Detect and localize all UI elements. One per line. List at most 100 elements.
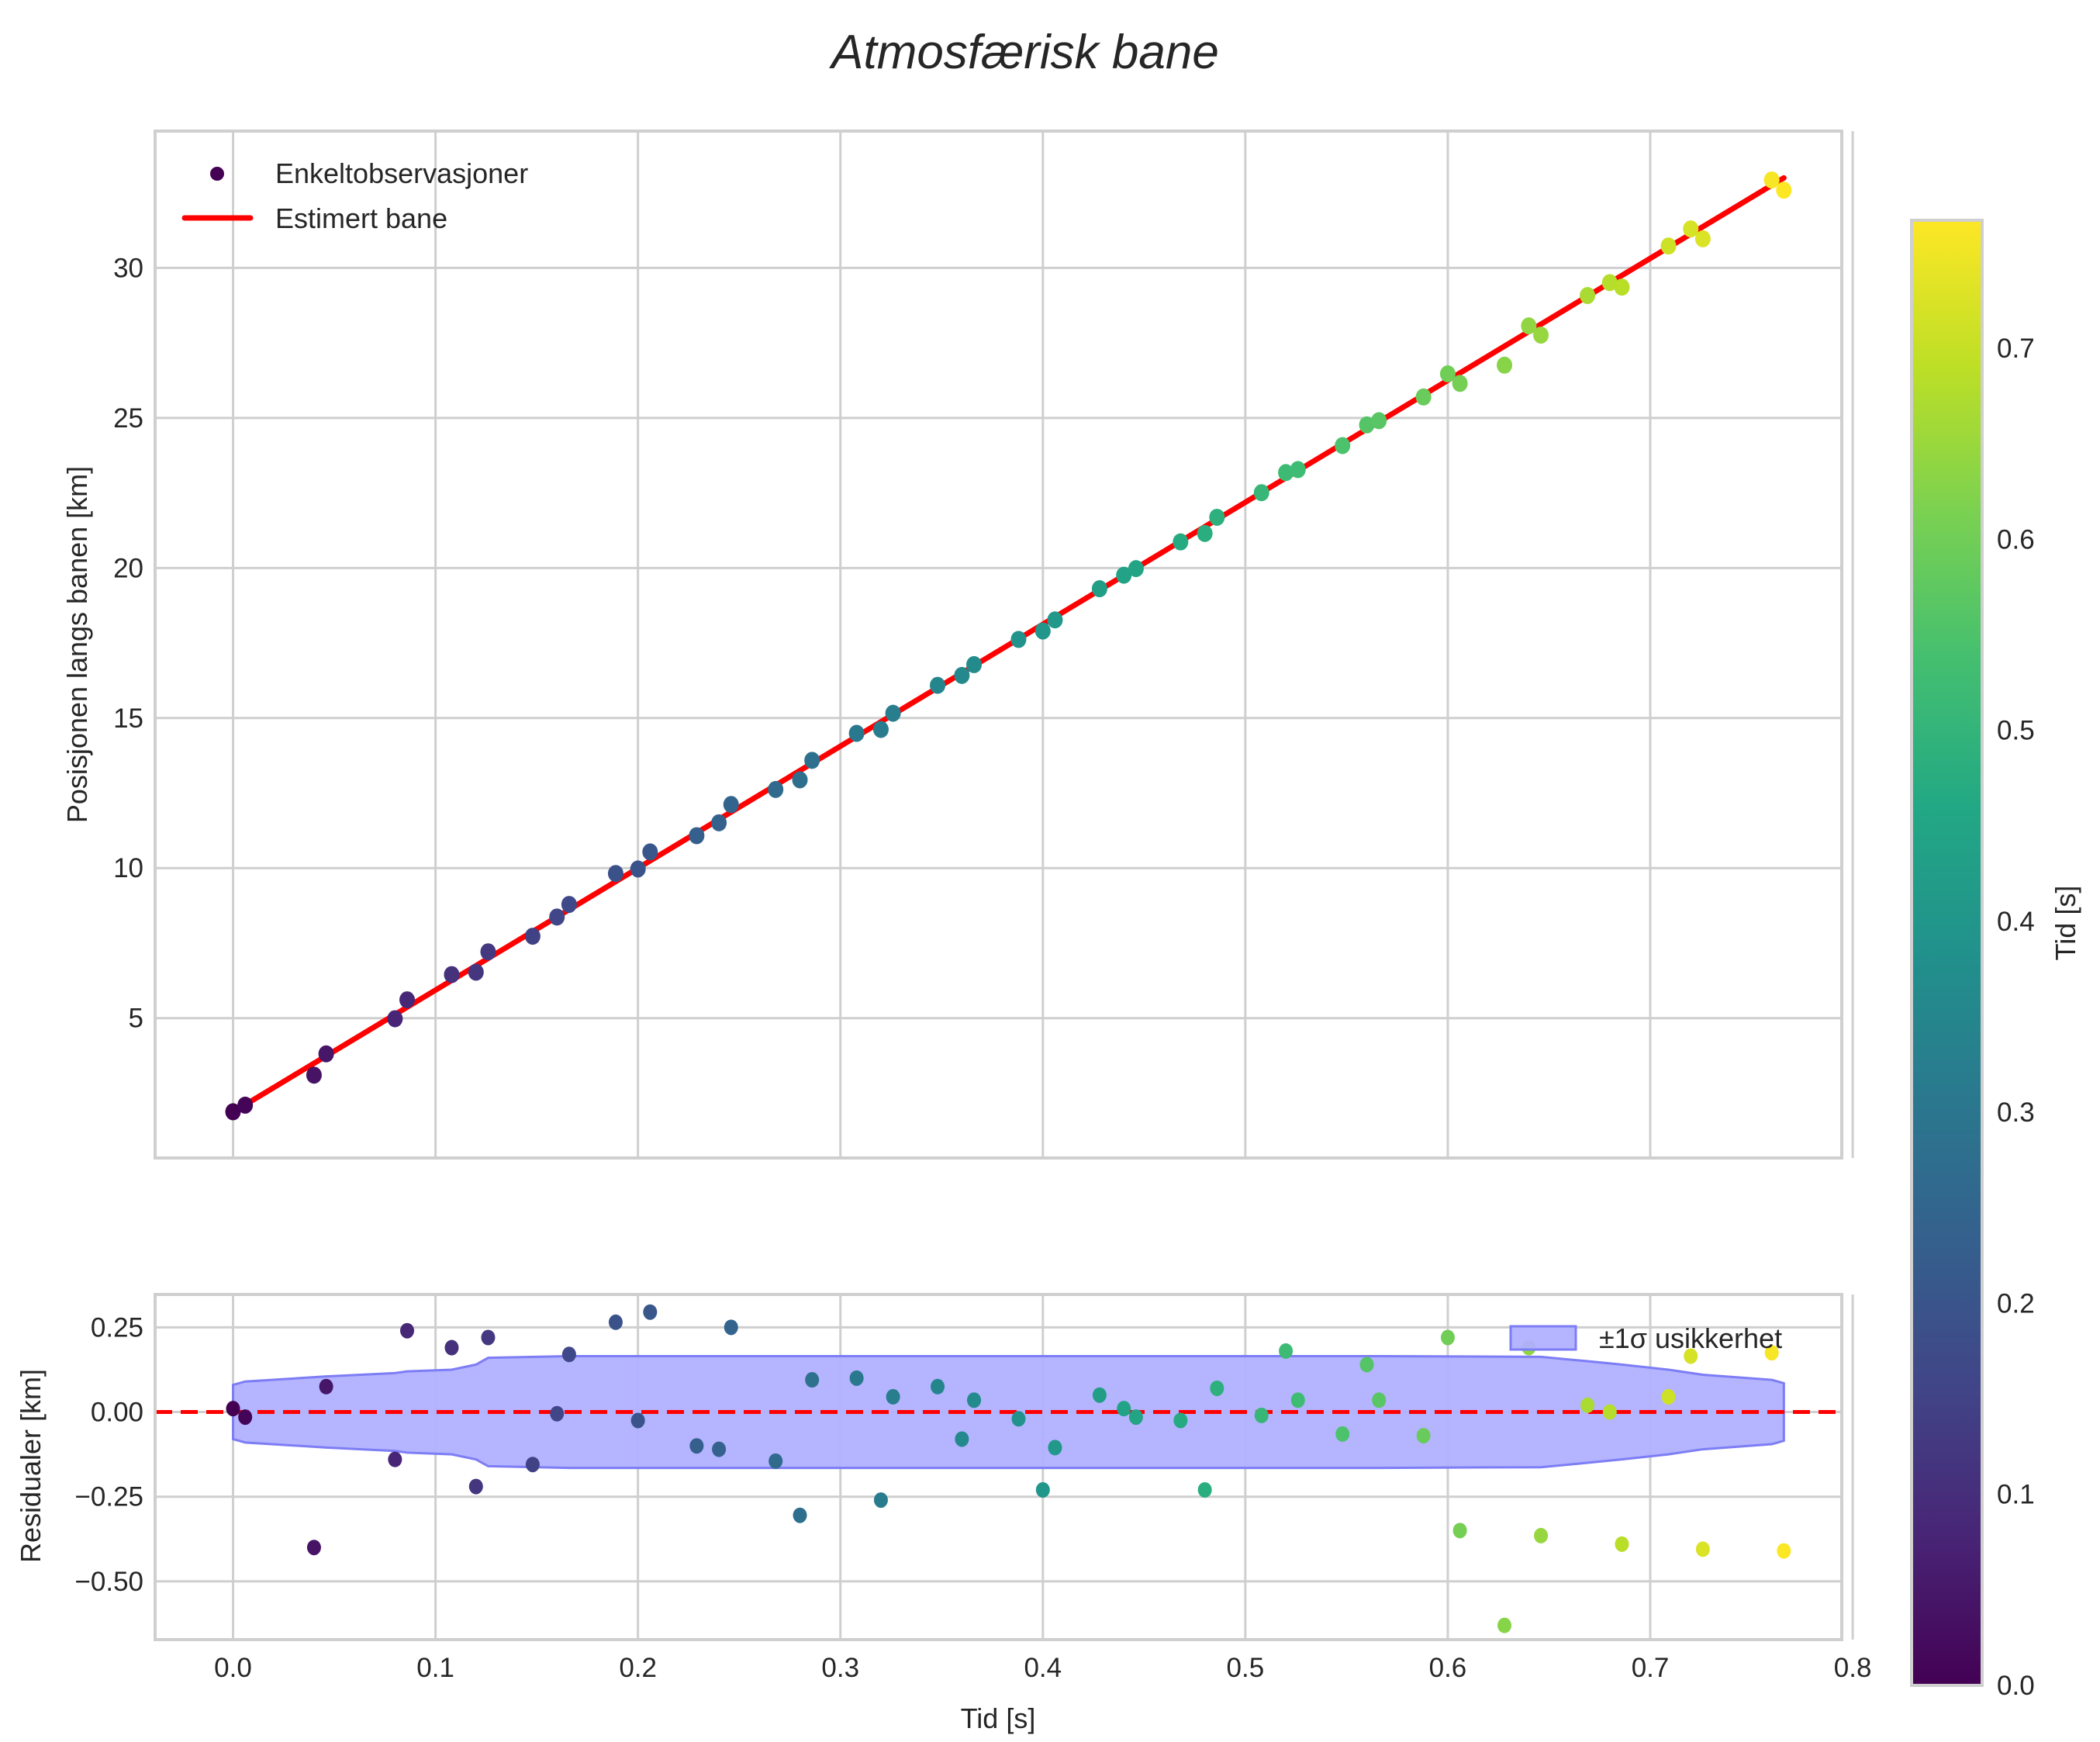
- observation-point: [1371, 412, 1387, 430]
- observation-point: [1580, 287, 1596, 305]
- observation-point: [524, 928, 541, 945]
- observation-point: [872, 721, 889, 738]
- residual-point: [1602, 1404, 1617, 1420]
- colorbar-tick-labels: 0.0 0.1 0.2 0.3 0.4 0.5 0.6 0.7: [1997, 334, 2035, 1701]
- residual-point: [849, 1370, 864, 1386]
- colorbar-label: Tid [s]: [2050, 886, 2081, 961]
- observation-point: [1614, 278, 1630, 296]
- colorbar-tick-label: 0.7: [1997, 334, 2035, 364]
- observation-point: [1601, 274, 1618, 292]
- colorbar-tick-label: 0.2: [1997, 1288, 2035, 1319]
- observation-point: [1209, 508, 1225, 526]
- observation-point: [723, 796, 739, 814]
- observation-point: [792, 771, 808, 789]
- residual-point: [712, 1441, 727, 1457]
- residual-point: [388, 1451, 402, 1467]
- residual-point: [1534, 1527, 1549, 1543]
- residual-point: [1684, 1348, 1698, 1364]
- position-axes-frame: [154, 130, 1843, 1160]
- residual-point: [1290, 1392, 1305, 1408]
- y-tick-label: 0.25: [91, 1312, 143, 1343]
- residual-point: [630, 1412, 645, 1429]
- observation-point: [1116, 566, 1132, 584]
- observation-point: [1439, 365, 1456, 383]
- residual-point: [1777, 1543, 1791, 1559]
- colorbar-tick-label: 0.3: [1997, 1097, 2035, 1128]
- residual-point: [226, 1401, 240, 1417]
- residual-panel: 0.25 0.00 −0.25 −0.50 0.0 0.1 0.2 0.3 0.4 0.5 0.6…: [15, 1293, 1871, 1734]
- residual-point: [1279, 1343, 1294, 1359]
- observation-point: [1047, 611, 1063, 629]
- observation-point: [1497, 356, 1513, 374]
- colorbar: 0.0 0.1 0.2 0.3 0.4 0.5 0.6 0.7 Tid [s]: [1910, 219, 2081, 1701]
- observation-point: [306, 1066, 322, 1084]
- observation-point: [387, 1010, 403, 1028]
- observation-point: [689, 827, 705, 845]
- observation-point: [930, 676, 946, 694]
- observation-points: [225, 171, 1792, 1121]
- observation-point: [237, 1096, 254, 1114]
- observation-point: [1253, 484, 1269, 502]
- residual-point: [1580, 1397, 1595, 1413]
- residual-point: [1416, 1428, 1431, 1444]
- position-y-tick-labels: 5 10 15 20 25 30: [113, 253, 143, 1033]
- observation-point: [399, 991, 416, 1009]
- y-tick-label: −0.50: [74, 1567, 143, 1597]
- residual-point: [689, 1438, 704, 1454]
- observation-point: [1091, 580, 1107, 598]
- y-tick-label: 0.00: [91, 1398, 143, 1428]
- residual-point: [1452, 1523, 1467, 1539]
- observation-point: [561, 896, 577, 914]
- residual-gridlines: [155, 1294, 1854, 1640]
- observation-point: [1173, 533, 1189, 551]
- legend-line-label: Estimert bane: [275, 202, 447, 234]
- residual-point: [886, 1388, 900, 1405]
- observation-point: [1776, 181, 1792, 199]
- observation-point: [1415, 388, 1432, 406]
- legend-scatter-label: Enkeltobservasjoner: [275, 157, 528, 189]
- observation-point: [607, 865, 623, 883]
- x-tick-label: 0.0: [214, 1653, 252, 1683]
- x-tick-labels: 0.0 0.1 0.2 0.3 0.4 0.5 0.6 0.7 0.8: [214, 1653, 1871, 1683]
- x-tick-label: 0.4: [1024, 1653, 1062, 1683]
- residual-legend: ±1σ usikkerhet: [1509, 1322, 1782, 1354]
- y-tick-label: 30: [113, 253, 143, 283]
- observation-point: [966, 655, 983, 673]
- observation-point: [630, 860, 646, 878]
- y-tick-label: 5: [129, 1004, 143, 1034]
- residual-point: [1695, 1541, 1710, 1557]
- residual-point: [769, 1453, 783, 1469]
- residual-point: [793, 1507, 807, 1523]
- observation-point: [225, 1103, 241, 1121]
- observation-point: [768, 780, 784, 798]
- chart-title: Atmosfærisk bane: [828, 26, 1219, 79]
- observation-point: [1359, 416, 1375, 434]
- residual-point: [1335, 1426, 1350, 1442]
- residual-point: [1440, 1329, 1455, 1346]
- residual-point: [608, 1314, 623, 1330]
- observation-point: [1197, 524, 1213, 542]
- residual-point: [967, 1392, 982, 1408]
- residual-point: [1128, 1409, 1143, 1426]
- residual-point: [1359, 1357, 1374, 1373]
- observation-point: [804, 752, 820, 769]
- residual-y-axis-label: Residualer [km]: [15, 1369, 47, 1563]
- observation-point: [1128, 560, 1144, 578]
- position-legend: Enkeltobservasjoner Estimert bane: [181, 157, 528, 234]
- residual-point: [550, 1405, 565, 1422]
- observation-point: [1521, 317, 1537, 335]
- y-tick-label: 10: [113, 853, 143, 883]
- residual-point: [525, 1457, 540, 1473]
- residual-point: [1011, 1411, 1026, 1427]
- observation-point: [1034, 622, 1051, 640]
- x-tick-label: 0.1: [416, 1653, 454, 1683]
- observation-point: [1335, 437, 1351, 455]
- residual-point: [319, 1378, 333, 1395]
- observation-point: [1010, 631, 1027, 648]
- residual-point: [400, 1322, 415, 1339]
- residual-point: [1035, 1481, 1050, 1498]
- residual-points: [226, 1304, 1791, 1633]
- colorbar-gradient: [1910, 219, 1984, 1687]
